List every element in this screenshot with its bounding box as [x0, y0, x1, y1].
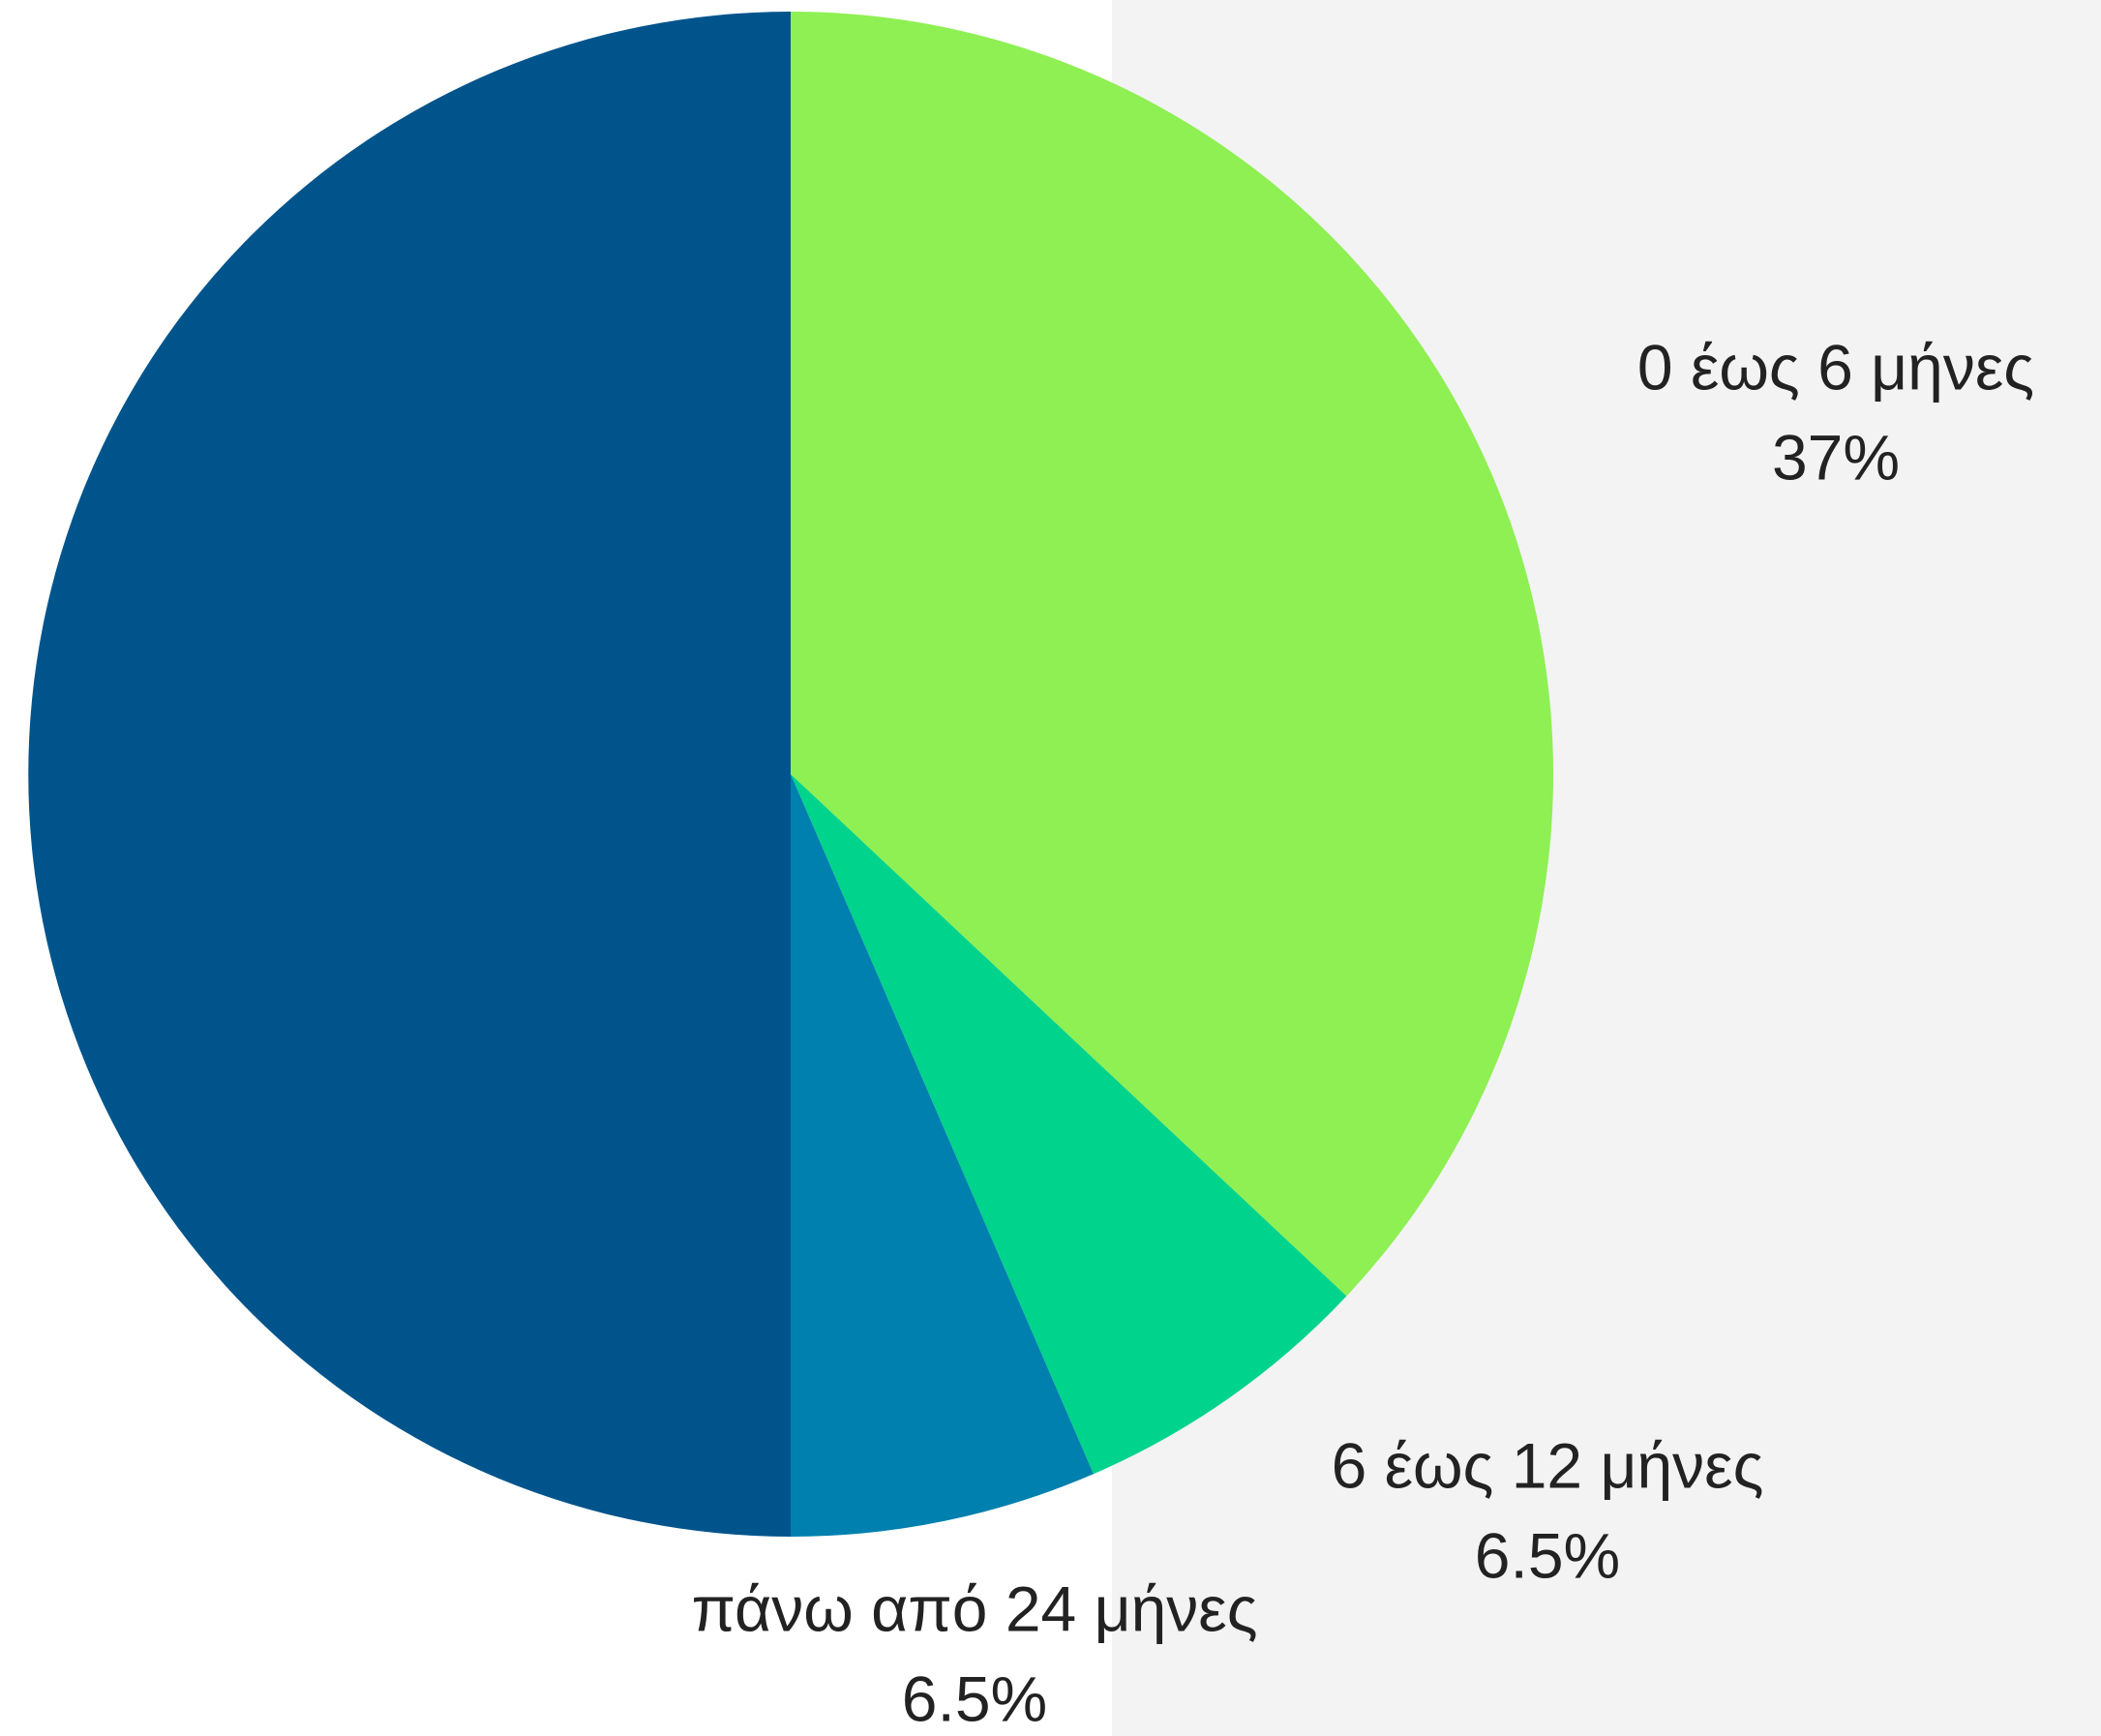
slice-value-label: 6.5%	[902, 1662, 1047, 1734]
pie-slice	[28, 12, 792, 1537]
slice-label: 0 έως 6 μήνες	[1637, 331, 2034, 403]
slice-label: 6 έως 12 μήνες	[1332, 1429, 1764, 1501]
slice-value-label: 37%	[1772, 421, 1900, 493]
pie-slice	[791, 774, 1094, 1537]
slice-value-label: 6.5%	[1475, 1519, 1620, 1591]
slice-label: πάνω από 24 μήνες	[691, 1572, 1257, 1644]
pie	[28, 12, 1553, 1537]
labels: 0 έως 6 μήνες 37% 6 έως 12 μήνες 6.5% πάνω α…	[691, 331, 2034, 1734]
pie-slice	[791, 774, 1347, 1475]
pie-slice	[791, 12, 1553, 1297]
